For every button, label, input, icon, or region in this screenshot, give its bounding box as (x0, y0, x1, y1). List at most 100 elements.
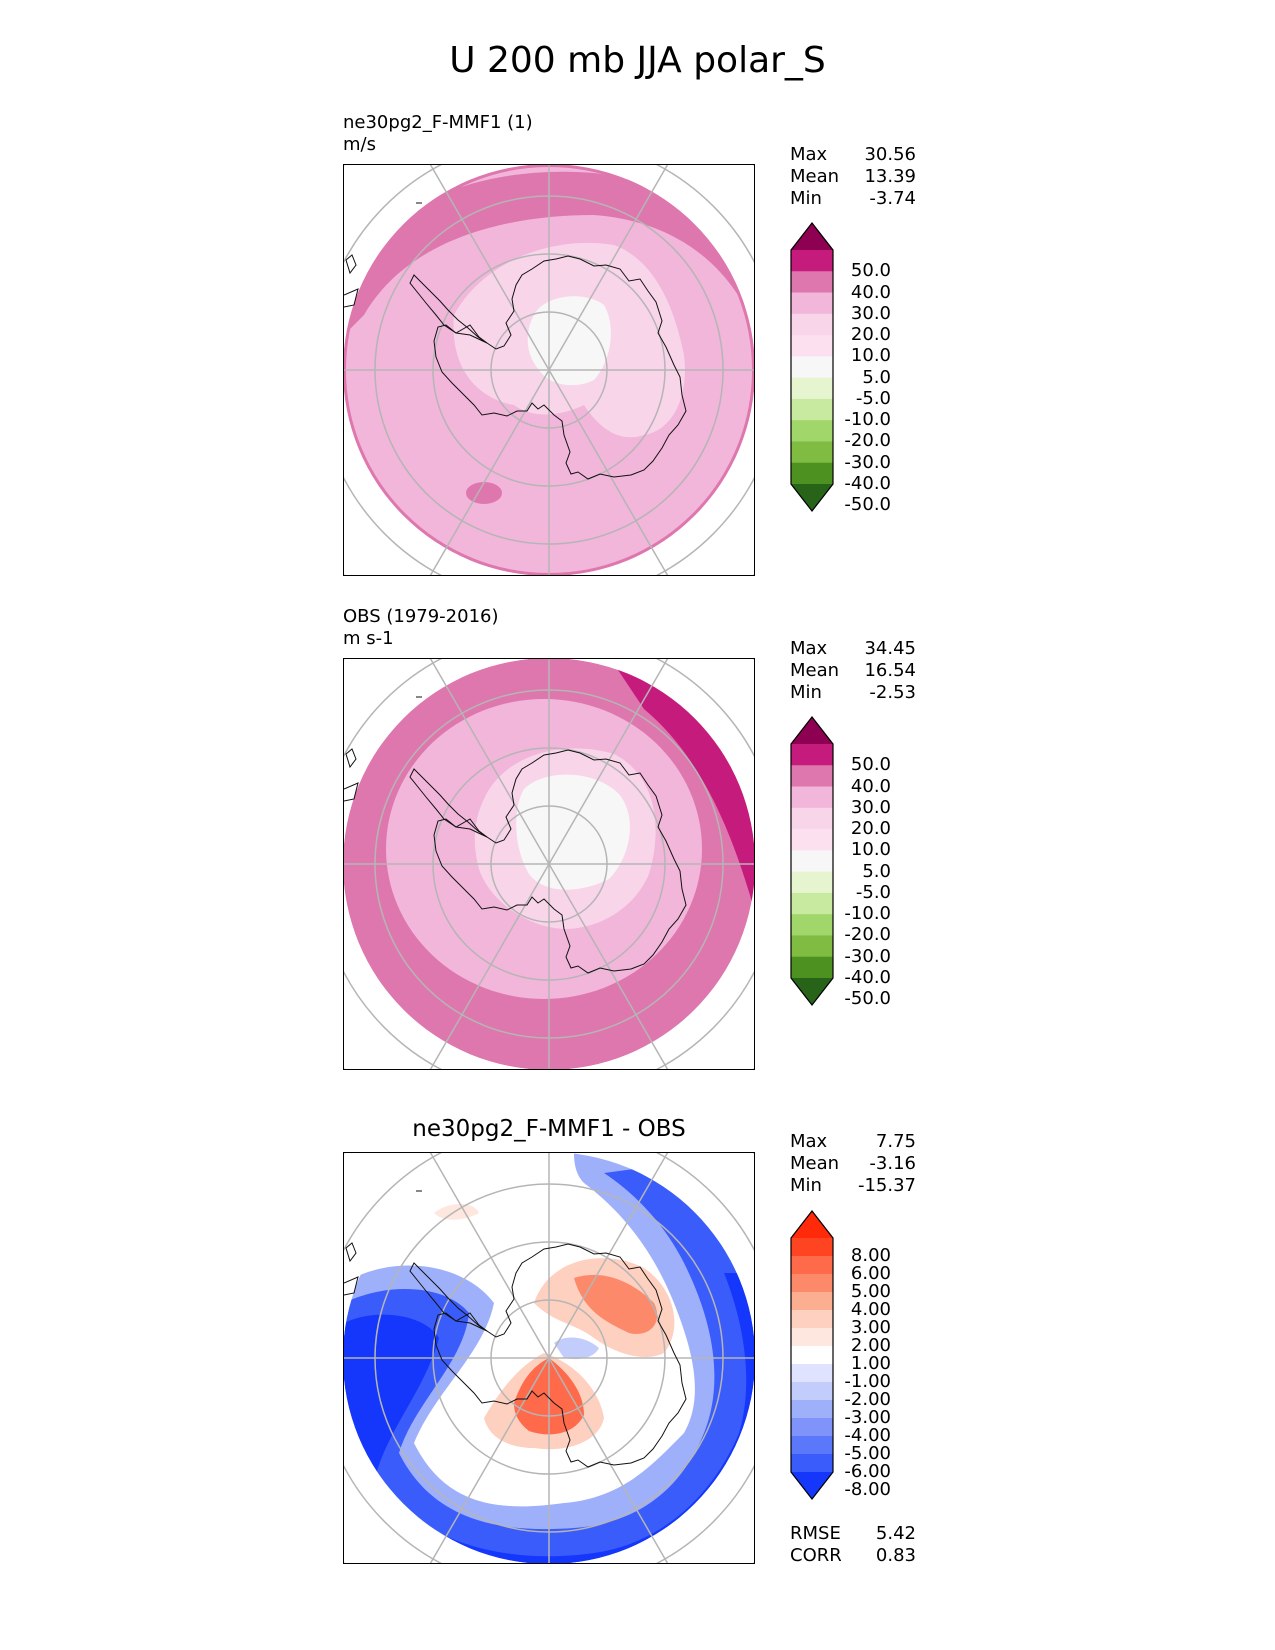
panel-3-title: ne30pg2_F-MMF1 - OBS (412, 1116, 686, 1142)
colorbar-segment (791, 313, 833, 336)
stat-value: 30.56 (864, 144, 916, 165)
coastline (344, 1190, 687, 1468)
colorbar-segment (791, 377, 833, 400)
stat-row-max: Max 34.45 (790, 638, 916, 660)
colorbar-tick-label: 50.0 (850, 754, 891, 776)
panel-3-metrics: RMSE 5.42 CORR 0.83 (790, 1523, 916, 1567)
colorbar-segment (791, 871, 833, 894)
colorbar-tick-label: 2.00 (850, 1335, 891, 1356)
colorbar-tick-label: -5.0 (855, 387, 891, 409)
colorbar-segment (791, 744, 833, 766)
colorbar-extend-min (791, 978, 833, 1005)
colorbar-segment (791, 1364, 833, 1383)
stat-value: 13.39 (864, 166, 916, 187)
stat-value: 0.83 (875, 1545, 916, 1566)
colorbar-tick-label: 50.0 (850, 260, 891, 282)
contour-band (554, 1337, 599, 1360)
colorbar-tick-label: -10.0 (844, 409, 891, 431)
panel-3-colorbar (790, 1210, 834, 1504)
colorbar-segment (791, 441, 833, 464)
colorbar-segment (791, 250, 833, 272)
colorbar-segment (791, 398, 833, 421)
colorbar-tick-label: 30.0 (850, 796, 891, 818)
stat-label: Min (790, 682, 822, 703)
colorbar-tick-label: 3.00 (850, 1317, 891, 1338)
stat-value: 7.75 (875, 1131, 916, 1152)
stat-label: Max (790, 144, 828, 165)
colorbar-segment (791, 935, 833, 958)
colorbar-tick-label: 4.00 (850, 1299, 891, 1320)
colorbar-tick-label: 30.0 (850, 302, 891, 324)
colorbar-tick-label: -10.0 (844, 903, 891, 925)
stat-value: -3.74 (869, 188, 916, 209)
colorbar-tick-label: 10.0 (850, 839, 891, 861)
stat-row-mean: Mean -3.16 (790, 1153, 916, 1175)
colorbar-segment (791, 829, 833, 851)
diff-map (344, 1153, 754, 1563)
colorbar-segment (791, 1310, 833, 1329)
stat-label: Min (790, 1175, 822, 1196)
stat-row-mean: Mean 16.54 (790, 660, 916, 682)
colorbar-segment (791, 1238, 833, 1257)
colorbar-segment (791, 1274, 833, 1293)
contour-band (516, 774, 630, 890)
panel-1-stats: Max 30.56 Mean 13.39 Min -3.74 (790, 144, 916, 210)
colorbar-segment (791, 462, 833, 485)
panel-1-colorbar (790, 222, 834, 516)
colorbar-extend-min (791, 484, 833, 511)
colorbar-segment (791, 1436, 833, 1455)
stat-row-rmse: RMSE 5.42 (790, 1523, 916, 1545)
colorbar-segment (791, 1328, 833, 1347)
stat-row-min: Min -3.74 (790, 188, 916, 210)
colorbar-segment (791, 271, 833, 294)
contour-band (344, 171, 754, 335)
colorbar-tick-label: -2.00 (844, 1389, 891, 1410)
lat-lon-grid (344, 1153, 754, 1563)
colorbar-segment (791, 850, 833, 873)
stat-value: -15.37 (857, 1175, 916, 1196)
panel-3-stats: Max 7.75 Mean -3.16 Min -15.37 (790, 1131, 916, 1197)
stat-label: Mean (790, 166, 840, 187)
stat-row-min: Min -2.53 (790, 682, 916, 704)
panel-2-heading: OBS (1979-2016) m s-1 (343, 606, 499, 650)
colorbar-tick-label: -5.00 (844, 1443, 891, 1464)
stat-label: Min (790, 188, 822, 209)
stat-label: Max (790, 638, 828, 659)
colorbar-tick-label: 5.0 (862, 860, 891, 882)
panel-3-map (343, 1152, 755, 1564)
colorbar-segment (791, 292, 833, 315)
panel-2-name: OBS (1979-2016) (343, 606, 499, 627)
contour-band (614, 664, 754, 909)
figure-title: U 200 mb JJA polar_S (449, 40, 826, 81)
stat-label: Mean (790, 660, 840, 681)
colorbar-tick-label: 10.0 (850, 345, 891, 367)
stat-label: Max (790, 1131, 828, 1152)
panel-1-units: m/s (343, 134, 376, 155)
colorbar-segment (791, 765, 833, 788)
colorbar-segment (791, 892, 833, 915)
colorbar-segment (791, 1256, 833, 1275)
colorbar-tick-label: 5.00 (850, 1281, 891, 1302)
colorbar-segment (791, 914, 833, 936)
colorbar-tick-label: 8.00 (850, 1245, 891, 1266)
colorbar-tick-label: -4.00 (844, 1425, 891, 1446)
panel-2-units: m s-1 (343, 628, 394, 649)
stat-row-max: Max 30.56 (790, 144, 916, 166)
colorbar-segment (791, 1454, 833, 1473)
colorbar-segment (791, 1346, 833, 1365)
colorbar-extend-max (791, 1211, 833, 1238)
stat-value: 16.54 (864, 660, 916, 681)
colorbar-svg (790, 1210, 834, 1500)
colorbar-tick-label: 40.0 (850, 281, 891, 303)
colorbar-tick-label: -8.00 (844, 1479, 891, 1500)
colorbar-tick-label: 5.0 (862, 366, 891, 388)
colorbar-tick-label: -30.0 (844, 451, 891, 473)
panel-1-name: ne30pg2_F-MMF1 (1) (343, 112, 533, 133)
colorbar-segment (791, 1382, 833, 1401)
coastline (344, 696, 687, 974)
colorbar-tick-label: 20.0 (850, 818, 891, 840)
colorbar-extend-max (791, 717, 833, 744)
test-map (344, 165, 754, 575)
colorbar-tick-label: -30.0 (844, 945, 891, 967)
colorbar-tick-label: -5.0 (855, 881, 891, 903)
